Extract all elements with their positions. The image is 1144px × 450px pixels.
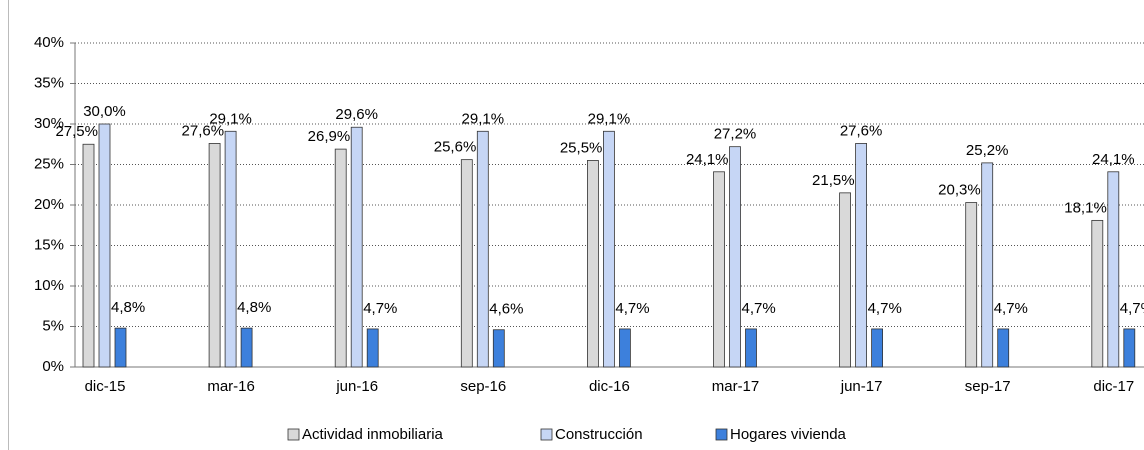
value-label: 29,1%: [462, 110, 505, 127]
bar: [366, 328, 379, 368]
value-label: 20,3%: [938, 182, 981, 199]
y-tick-label: 15%: [34, 236, 64, 253]
bar: [713, 171, 725, 368]
value-label: 24,1%: [1092, 151, 1135, 168]
bar: [1091, 219, 1104, 368]
bar: [82, 143, 95, 368]
bar: [1107, 171, 1120, 368]
x-tick-label: jun-16: [335, 378, 378, 395]
value-label: 25,6%: [434, 139, 477, 156]
value-label: 25,2%: [966, 142, 1009, 159]
bar: [729, 146, 741, 368]
value-label: 4,6%: [489, 301, 523, 318]
bar: [587, 160, 599, 368]
value-label: 29,1%: [588, 110, 631, 127]
value-label: 4,7%: [742, 300, 776, 317]
value-label: 4,7%: [868, 300, 902, 317]
x-tick-label: jun-17: [840, 378, 883, 395]
value-label: 4,7%: [615, 300, 649, 317]
value-label: 30,0%: [83, 103, 126, 120]
bar: [871, 328, 883, 368]
legend-label: Hogares vivienda: [730, 426, 847, 443]
bar: [603, 130, 615, 368]
bar: [492, 329, 505, 368]
legend-swatch: [287, 428, 300, 441]
bar: [981, 162, 994, 368]
y-tick-label: 25%: [34, 155, 64, 172]
bar: [240, 327, 253, 368]
bar: [476, 130, 489, 368]
value-label: 27,2%: [714, 126, 757, 143]
value-label: 4,8%: [237, 299, 271, 316]
y-tick-label: 10%: [34, 277, 64, 294]
bar: [460, 159, 473, 368]
bar: [208, 143, 221, 368]
legend-label: Actividad inmobiliaria: [302, 426, 444, 443]
y-tick-label: 30%: [34, 115, 64, 132]
bar: [855, 143, 867, 368]
bar: [334, 148, 347, 368]
x-tick-label: mar-16: [207, 378, 255, 395]
value-label: 4,7%: [363, 300, 397, 317]
value-label: 25,5%: [560, 139, 603, 156]
value-label: 24,1%: [686, 151, 729, 168]
value-label: 27,6%: [182, 122, 225, 139]
y-tick-label: 40%: [34, 34, 64, 51]
value-label: 26,9%: [308, 128, 351, 145]
y-tick-label: 5%: [42, 317, 64, 334]
legend-label: Construcción: [555, 426, 643, 443]
value-label: 29,1%: [209, 110, 252, 127]
bar: [350, 126, 363, 368]
value-label: 4,7%: [994, 300, 1028, 317]
bar: [98, 123, 111, 368]
value-label: 18,1%: [1064, 199, 1107, 216]
bar: [114, 327, 127, 368]
x-tick-label: dic-16: [589, 378, 630, 395]
bar: [997, 328, 1010, 368]
y-tick-label: 20%: [34, 196, 64, 213]
legend-swatch: [540, 428, 553, 441]
x-tick-label: sep-17: [965, 378, 1011, 395]
value-label: 4,7%: [1120, 300, 1144, 317]
bar: [224, 130, 237, 368]
value-label: 29,6%: [335, 106, 378, 123]
bar: [1123, 328, 1136, 368]
value-label: 27,6%: [840, 122, 883, 139]
x-tick-label: mar-17: [712, 378, 760, 395]
y-tick-label: 35%: [34, 74, 64, 91]
bar: [839, 192, 851, 368]
bar: [745, 328, 757, 368]
x-tick-label: dic-15: [85, 378, 126, 395]
bar: [965, 202, 978, 368]
bar: [619, 328, 631, 368]
value-label: 27,5%: [55, 123, 98, 140]
value-label: 4,8%: [111, 299, 145, 316]
y-tick-label: 0%: [42, 358, 64, 375]
x-tick-label: sep-16: [460, 378, 506, 395]
x-tick-label: dic-17: [1093, 378, 1134, 395]
legend-swatch: [715, 428, 728, 441]
value-label: 21,5%: [812, 172, 855, 189]
